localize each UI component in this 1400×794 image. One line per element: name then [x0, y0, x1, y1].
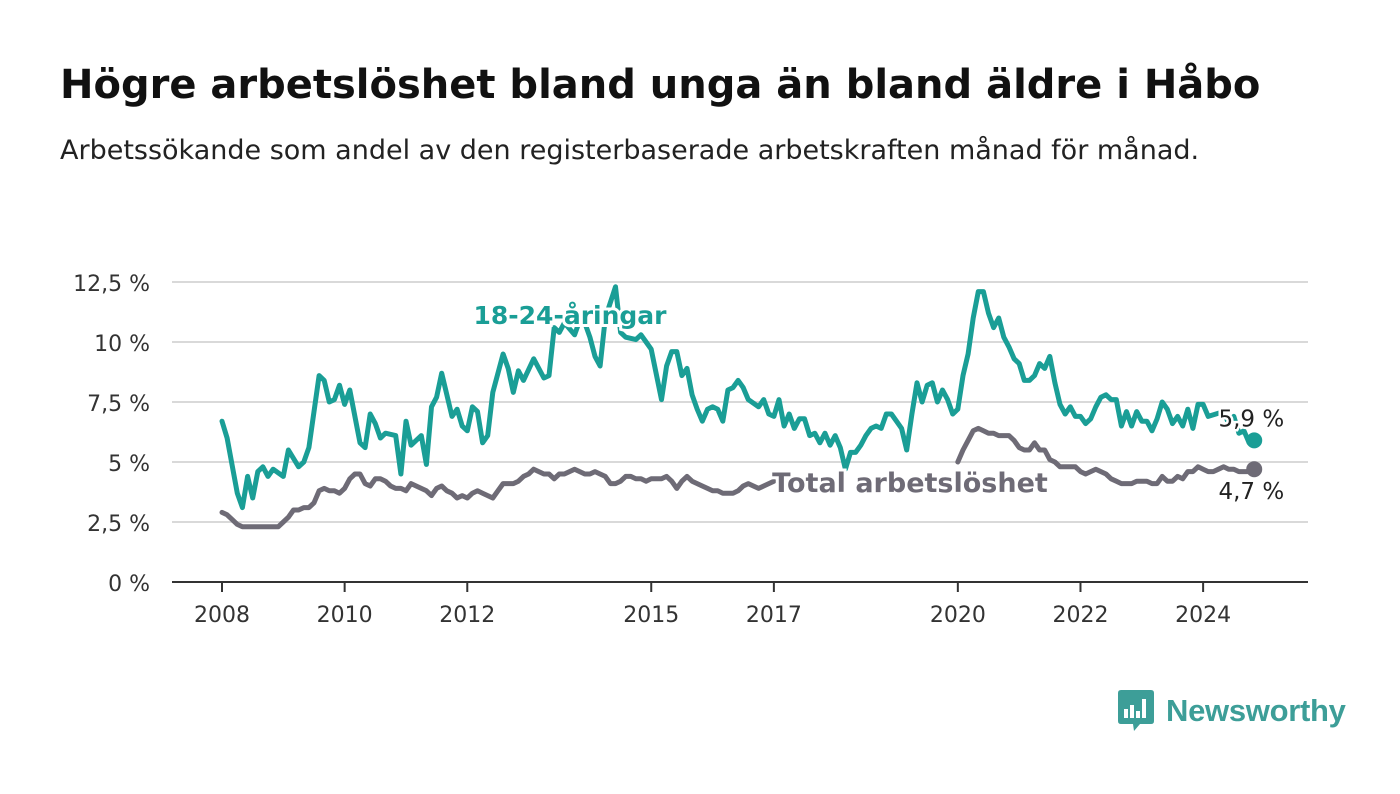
- x-tick-label: 2012: [439, 603, 495, 628]
- y-tick-label: 12,5 %: [73, 272, 150, 297]
- y-axis-ticks: 0 % 2,5 % 5 % 7,5 % 10 % 12,5 %: [73, 272, 150, 597]
- y-tick-label: 5 %: [108, 452, 150, 477]
- series-line-youth: [219, 284, 1257, 511]
- newsworthy-logo: Newsworthy: [1118, 690, 1346, 732]
- x-axis-ticks: 2008 2010 2012 2015 2017 2020 2022 2024: [194, 582, 1231, 628]
- chart-subtitle: Arbetssökande som andel av den registerb…: [60, 135, 1200, 166]
- series-name-total: Total arbetslöshet: [772, 468, 1048, 499]
- series-lines: [219, 284, 1263, 530]
- x-tick-label: 2008: [194, 603, 250, 628]
- y-tick-label: 7,5 %: [87, 392, 150, 417]
- series-name-youth: 18-24-åringar: [474, 301, 668, 330]
- x-tick-label: 2015: [623, 603, 679, 628]
- y-tick-label: 10 %: [94, 332, 150, 357]
- y-tick-label: 2,5 %: [87, 512, 150, 537]
- series-end-value-label: 4,7 %: [1218, 479, 1284, 505]
- x-tick-label: 2020: [930, 603, 986, 628]
- y-tick-label: 0 %: [108, 572, 150, 597]
- newsworthy-logo-icon: [1118, 690, 1154, 731]
- series-end-dot: [1246, 461, 1263, 478]
- series-line-total: [219, 425, 1257, 530]
- x-tick-label: 2017: [746, 603, 802, 628]
- series-end-dot: [1246, 432, 1263, 449]
- x-tick-label: 2024: [1175, 603, 1231, 628]
- brand-name: Newsworthy: [1166, 693, 1346, 728]
- x-tick-label: 2010: [317, 603, 373, 628]
- x-tick-label: 2022: [1052, 603, 1108, 628]
- series-labels: 5,9 % 4,7 % 18-24-åringar Total arbetslöshe…: [471, 298, 1287, 508]
- series-end-value-label: 5,9 %: [1218, 406, 1284, 432]
- chart-title: Högre arbetslöshet bland unga än bland ä…: [60, 62, 1261, 108]
